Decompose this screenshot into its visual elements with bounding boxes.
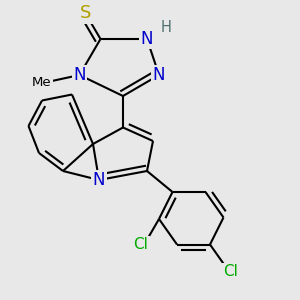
- Text: N: N: [153, 66, 165, 84]
- Text: Cl: Cl: [224, 264, 238, 279]
- Text: H: H: [161, 20, 172, 34]
- Text: Cl: Cl: [134, 237, 148, 252]
- Text: N: N: [141, 30, 153, 48]
- Text: N: N: [93, 171, 105, 189]
- Text: S: S: [80, 4, 91, 22]
- Text: N: N: [73, 66, 86, 84]
- Text: Me: Me: [32, 76, 52, 89]
